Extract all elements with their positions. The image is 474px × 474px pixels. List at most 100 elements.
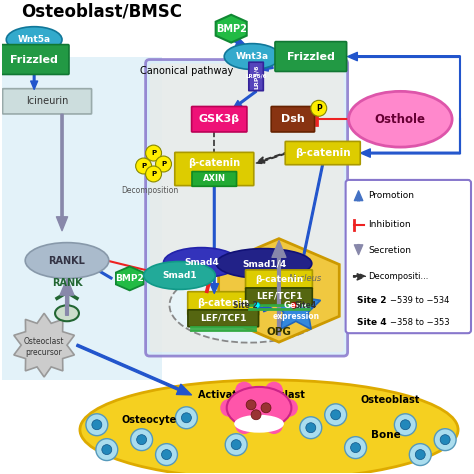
FancyArrowPatch shape bbox=[210, 186, 219, 293]
Text: RANKL: RANKL bbox=[48, 255, 85, 265]
Circle shape bbox=[331, 410, 341, 420]
Circle shape bbox=[394, 414, 416, 436]
FancyArrowPatch shape bbox=[294, 164, 324, 293]
Circle shape bbox=[155, 444, 177, 465]
Ellipse shape bbox=[216, 248, 312, 278]
Ellipse shape bbox=[224, 44, 280, 70]
Text: Secretion: Secretion bbox=[368, 246, 411, 255]
Text: LRP5/6: LRP5/6 bbox=[254, 64, 259, 89]
Circle shape bbox=[265, 382, 283, 400]
FancyArrowPatch shape bbox=[60, 278, 74, 315]
FancyArrowPatch shape bbox=[148, 273, 162, 279]
FancyArrowPatch shape bbox=[361, 149, 460, 157]
Circle shape bbox=[415, 450, 425, 460]
Circle shape bbox=[146, 145, 162, 161]
Circle shape bbox=[225, 434, 247, 456]
FancyBboxPatch shape bbox=[275, 42, 346, 72]
Text: Canonical pathway: Canonical pathway bbox=[140, 66, 233, 76]
FancyBboxPatch shape bbox=[188, 292, 259, 315]
FancyArrowPatch shape bbox=[256, 153, 286, 164]
FancyArrowPatch shape bbox=[211, 155, 218, 163]
FancyBboxPatch shape bbox=[346, 180, 471, 333]
Circle shape bbox=[175, 407, 197, 428]
Text: −539 to −534: −539 to −534 bbox=[391, 296, 450, 305]
Circle shape bbox=[254, 302, 260, 308]
Circle shape bbox=[137, 435, 146, 445]
Circle shape bbox=[300, 417, 322, 438]
Text: lcineurin: lcineurin bbox=[26, 96, 68, 106]
Circle shape bbox=[291, 302, 297, 308]
Polygon shape bbox=[216, 15, 246, 43]
Circle shape bbox=[92, 420, 102, 430]
Ellipse shape bbox=[234, 415, 284, 433]
FancyArrowPatch shape bbox=[76, 344, 191, 395]
Circle shape bbox=[235, 382, 253, 400]
FancyBboxPatch shape bbox=[0, 45, 69, 74]
FancyBboxPatch shape bbox=[3, 89, 91, 114]
Ellipse shape bbox=[170, 268, 328, 343]
FancyBboxPatch shape bbox=[249, 62, 264, 91]
Text: precursor: precursor bbox=[26, 347, 63, 356]
FancyBboxPatch shape bbox=[175, 152, 254, 186]
Text: GSK3β: GSK3β bbox=[199, 114, 240, 124]
Text: Site4: Site4 bbox=[295, 301, 317, 310]
Circle shape bbox=[410, 444, 431, 465]
Ellipse shape bbox=[55, 305, 79, 321]
Circle shape bbox=[306, 423, 316, 433]
FancyArrowPatch shape bbox=[275, 53, 283, 60]
Ellipse shape bbox=[144, 262, 215, 290]
Text: Smad1/4: Smad1/4 bbox=[242, 259, 286, 268]
Circle shape bbox=[136, 158, 152, 174]
Text: β-catenin: β-catenin bbox=[255, 275, 303, 284]
Circle shape bbox=[265, 416, 283, 434]
Circle shape bbox=[162, 450, 172, 460]
FancyBboxPatch shape bbox=[246, 288, 312, 305]
Text: OPG: OPG bbox=[266, 327, 292, 337]
Text: β-catenin: β-catenin bbox=[188, 158, 240, 168]
Text: Osteoblast: Osteoblast bbox=[361, 395, 420, 405]
Circle shape bbox=[231, 440, 241, 450]
Circle shape bbox=[401, 420, 410, 430]
Text: P: P bbox=[151, 171, 156, 177]
Text: Nucleus: Nucleus bbox=[289, 274, 322, 283]
Polygon shape bbox=[2, 56, 162, 380]
Ellipse shape bbox=[348, 91, 452, 147]
Text: Smad1: Smad1 bbox=[162, 271, 197, 280]
Polygon shape bbox=[14, 313, 74, 377]
Ellipse shape bbox=[25, 243, 109, 278]
Text: expression: expression bbox=[272, 312, 319, 321]
Text: P: P bbox=[151, 150, 156, 156]
Polygon shape bbox=[116, 266, 144, 291]
Circle shape bbox=[96, 438, 118, 461]
Ellipse shape bbox=[6, 27, 62, 53]
FancyArrowPatch shape bbox=[233, 91, 256, 108]
FancyArrowPatch shape bbox=[258, 305, 272, 312]
Circle shape bbox=[325, 404, 346, 426]
Circle shape bbox=[182, 413, 191, 423]
FancyArrowPatch shape bbox=[355, 191, 363, 201]
FancyBboxPatch shape bbox=[246, 270, 312, 289]
FancyArrowPatch shape bbox=[355, 245, 363, 255]
Text: β-catenin: β-catenin bbox=[197, 298, 249, 308]
Text: Osthole: Osthole bbox=[375, 113, 426, 126]
FancyArrowPatch shape bbox=[231, 38, 246, 46]
Text: Site 4: Site 4 bbox=[356, 318, 386, 327]
Text: Inhibition: Inhibition bbox=[368, 220, 411, 229]
Text: Smad4: Smad4 bbox=[184, 258, 219, 267]
Text: P: P bbox=[141, 163, 146, 169]
Circle shape bbox=[434, 428, 456, 451]
Text: Site 2: Site 2 bbox=[356, 296, 386, 305]
Text: BMP2: BMP2 bbox=[216, 24, 246, 34]
Ellipse shape bbox=[80, 380, 458, 474]
Text: P: P bbox=[316, 104, 322, 113]
FancyArrowPatch shape bbox=[261, 65, 273, 71]
Circle shape bbox=[261, 403, 271, 413]
Text: Bone: Bone bbox=[371, 430, 401, 440]
Ellipse shape bbox=[227, 387, 292, 428]
Text: LEF/TCF1: LEF/TCF1 bbox=[200, 314, 246, 323]
Polygon shape bbox=[271, 283, 320, 329]
Circle shape bbox=[146, 166, 162, 182]
Circle shape bbox=[102, 445, 112, 455]
Circle shape bbox=[131, 428, 153, 451]
Text: Osteocyte: Osteocyte bbox=[122, 415, 177, 425]
